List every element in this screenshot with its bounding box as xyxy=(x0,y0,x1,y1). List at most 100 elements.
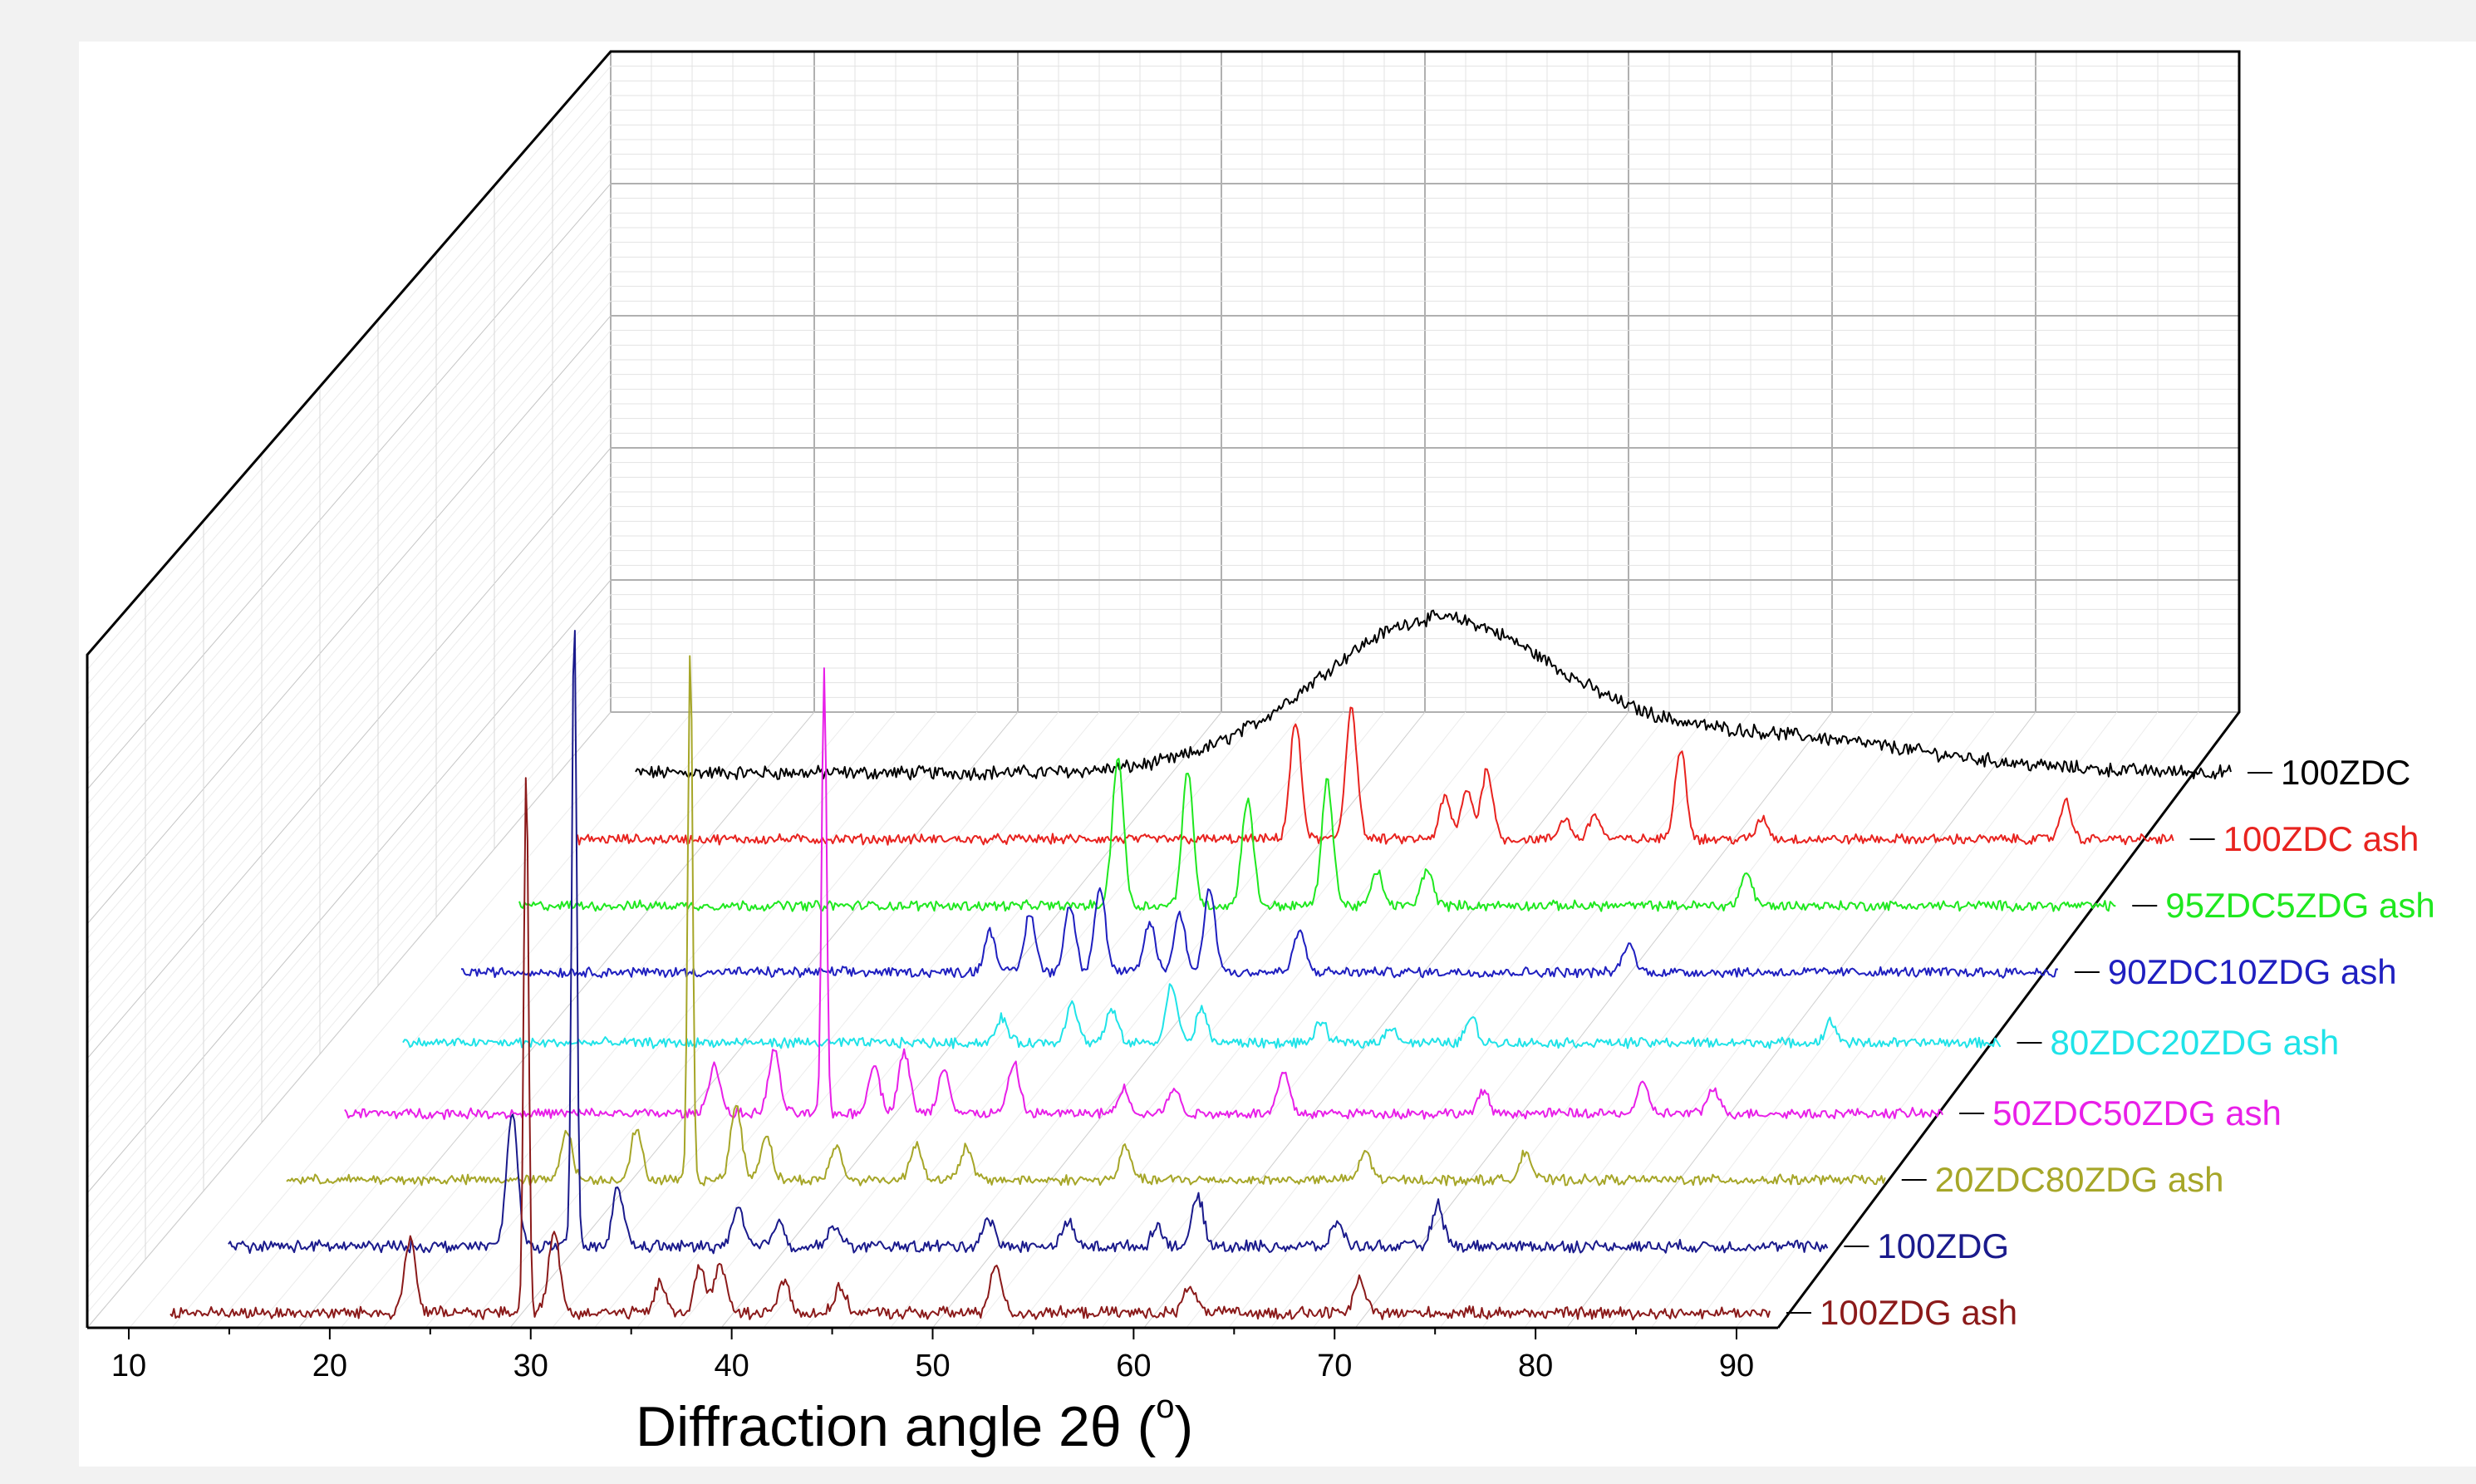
floor-gridline xyxy=(1143,711,1629,1329)
side-wall-gridline xyxy=(86,682,612,1299)
x-tick-label: 60 xyxy=(1116,1349,1151,1383)
side-wall-gridline xyxy=(86,565,612,1179)
series-label: 90ZDC10ZDG ash xyxy=(2108,952,2397,991)
side-wall-gridline xyxy=(86,198,612,805)
floor-gridline xyxy=(1692,711,2159,1329)
side-wall-gridline xyxy=(86,95,612,700)
series-line xyxy=(169,777,1771,1321)
side-wall-gridline xyxy=(86,271,612,880)
floor-gridline xyxy=(594,711,1100,1329)
x-tick-label: 80 xyxy=(1518,1349,1553,1383)
side-wall-gridline xyxy=(86,359,612,970)
side-wall-gridline xyxy=(86,579,612,1194)
side-wall-gridline xyxy=(86,110,612,715)
series-label: 100ZDG ash xyxy=(1820,1293,2017,1332)
side-wall-gridline xyxy=(86,638,612,1254)
x-tick-label: 30 xyxy=(513,1349,548,1383)
side-wall-gridline xyxy=(86,81,612,685)
side-wall-gridline xyxy=(86,447,612,1059)
side-wall-gridline xyxy=(86,506,612,1119)
side-wall-gridline xyxy=(86,389,612,1000)
side-wall-gridline xyxy=(86,550,612,1164)
floor-gridline xyxy=(1354,711,1833,1329)
floor-gridline xyxy=(1186,711,1670,1329)
floor-gridline xyxy=(1270,711,1751,1329)
floor-gridline xyxy=(1312,711,1792,1329)
side-wall-gridline xyxy=(86,66,612,671)
side-wall-gridline xyxy=(86,125,612,730)
floor-gridline xyxy=(256,711,774,1329)
side-wall-gridline xyxy=(86,462,612,1074)
side-wall-gridline xyxy=(86,609,612,1224)
x-tick-label: 40 xyxy=(714,1349,749,1383)
series-label: 50ZDC50ZDG ash xyxy=(1992,1093,2282,1133)
side-wall xyxy=(86,51,612,1329)
side-wall-gridline xyxy=(86,477,612,1089)
series-label: 100ZDC xyxy=(2281,753,2410,792)
floor-gridline xyxy=(1439,711,1914,1329)
side-wall-gridline xyxy=(86,374,612,985)
floor-gridline xyxy=(467,711,978,1329)
floor-gridline xyxy=(340,711,856,1329)
x-axis-title: Diffraction angle 2θ (o) xyxy=(636,1388,1193,1458)
series-line xyxy=(286,655,1886,1187)
floor-gridline xyxy=(1481,711,1955,1329)
series-line xyxy=(577,706,2174,846)
series-line xyxy=(518,758,2116,912)
floor-gridline xyxy=(509,711,1019,1329)
axis-frame xyxy=(86,50,2241,1329)
series-line xyxy=(402,983,2002,1049)
side-wall-gridline xyxy=(86,213,612,820)
floor-gridline xyxy=(890,711,1385,1329)
side-wall-gridline xyxy=(86,227,612,835)
floor-gridline xyxy=(847,711,1344,1329)
series-traces xyxy=(169,609,2232,1321)
back-wall xyxy=(610,51,2240,713)
frame-edge xyxy=(86,50,2241,1329)
series-line xyxy=(635,609,2232,781)
floor-gridline xyxy=(763,711,1263,1329)
side-wall-gridline xyxy=(86,403,612,1015)
floor-gridline xyxy=(636,711,1141,1329)
side-wall-gridline xyxy=(86,345,612,955)
side-wall-gridline xyxy=(86,491,612,1104)
floor-gridline xyxy=(425,711,937,1329)
side-wall-gridline xyxy=(86,183,612,790)
floor-gridline xyxy=(805,711,1304,1329)
x-tick-label: 50 xyxy=(915,1349,950,1383)
floor-gridline xyxy=(86,711,612,1329)
side-wall-gridline xyxy=(86,653,612,1269)
side-wall-gridline xyxy=(86,257,612,865)
floor-gridline xyxy=(1609,711,2077,1329)
floor-gridline xyxy=(1016,711,1507,1329)
side-wall-gridline xyxy=(86,521,612,1134)
series-line xyxy=(228,630,1829,1255)
side-wall-gridline xyxy=(86,242,612,850)
side-wall-gridline xyxy=(86,315,612,925)
side-wall-gridline xyxy=(86,301,612,910)
x-tick-label: 20 xyxy=(312,1349,347,1383)
side-wall-gridline xyxy=(86,139,612,745)
floor-gridline xyxy=(171,711,693,1329)
series-labels: 100ZDC 100ZDC ash 95ZDC5ZDG ash 90ZDC10ZDG … xyxy=(1786,753,2435,1332)
x-axis-ticks: 10 20 30 40 50 60 70 80 90 xyxy=(111,1328,1754,1383)
side-wall-gridline xyxy=(86,154,612,760)
floor-gridline xyxy=(382,711,897,1329)
series-label: 100ZDC ash xyxy=(2223,819,2420,858)
x-tick-label: 70 xyxy=(1317,1349,1352,1383)
side-wall-gridline xyxy=(86,286,612,895)
side-wall-gridline xyxy=(86,418,612,1029)
x-tick-label: 10 xyxy=(111,1349,146,1383)
side-wall-gridline xyxy=(86,330,612,940)
floor-gridline xyxy=(1566,711,2036,1329)
floor-gridline xyxy=(1650,711,2118,1329)
side-wall-gridline xyxy=(86,433,612,1044)
floor-gridline xyxy=(1524,711,1996,1329)
floor-gridline xyxy=(552,711,1059,1329)
x-tick-label: 90 xyxy=(1719,1349,1754,1383)
floor-gridline xyxy=(1059,711,1548,1329)
series-label: 100ZDG xyxy=(1877,1226,2009,1265)
side-wall-gridline xyxy=(86,594,612,1209)
series-label: 95ZDC5ZDG ash xyxy=(2165,886,2434,925)
side-wall-gridline xyxy=(86,667,612,1284)
